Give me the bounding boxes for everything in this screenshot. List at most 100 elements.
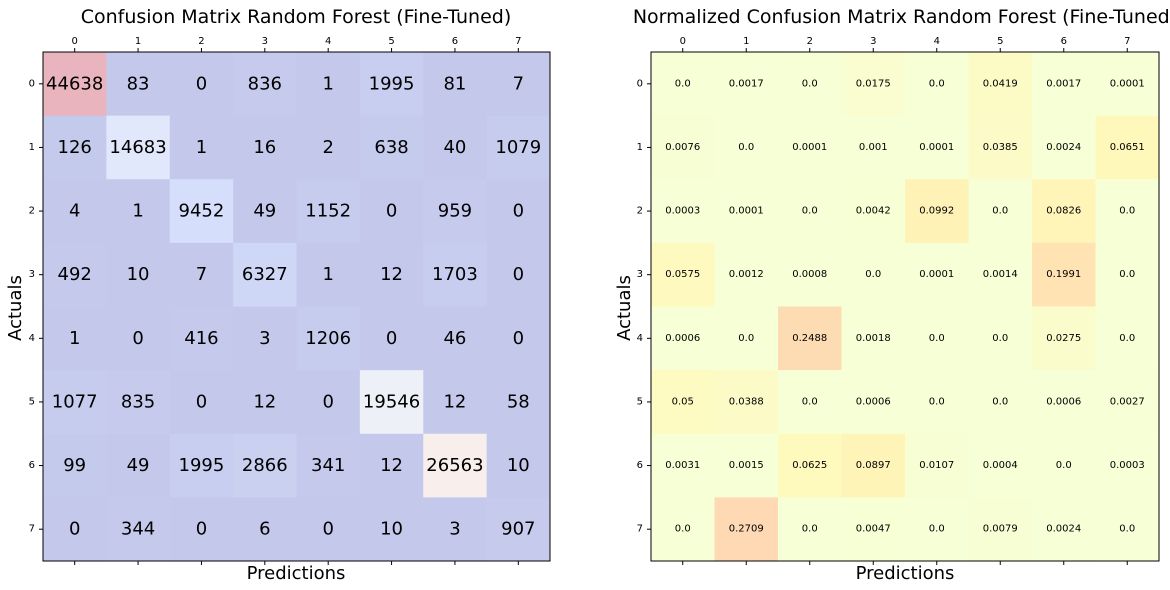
cell-value-label: 0.0 [1119, 524, 1135, 535]
y-tick-label: 5 [637, 396, 643, 407]
cell-value-label: 12 [380, 264, 403, 285]
cell-value-label: 1 [196, 137, 207, 158]
cell-value-label: 0.0031 [665, 460, 700, 471]
heatmap-cell [43, 242, 107, 308]
y-tick-label: 4 [637, 333, 643, 344]
cell-value-label: 3 [259, 328, 270, 349]
heatmap-cell [359, 52, 424, 117]
y-tick-label: 0 [637, 78, 643, 89]
heatmap-cell [359, 242, 424, 308]
heatmap-cell [841, 115, 906, 180]
cell-value-label: 0 [513, 264, 524, 285]
cell-value-label: 6 [259, 519, 270, 540]
heatmap-cell [778, 497, 842, 562]
heatmap-cell [651, 433, 715, 498]
cell-value-label: 0.0006 [856, 396, 891, 407]
cell-value-label: 58 [507, 391, 530, 412]
heatmap-cell [296, 306, 361, 371]
cell-value-label: 81 [443, 73, 466, 94]
y-axis-label: Actuals [614, 275, 635, 341]
cell-value-label: 7 [513, 73, 524, 94]
heatmap-cell [1032, 306, 1096, 371]
x-tick-label: 5 [997, 36, 1003, 47]
cell-value-label: 0.0008 [792, 269, 827, 280]
cell-value-label: 12 [253, 391, 276, 412]
y-tick-label: 2 [637, 206, 643, 217]
normalized-confusion-matrix-panel: Normalized Confusion Matrix Random Fores… [614, 6, 1170, 584]
heatmap-cell [43, 433, 107, 498]
cell-value-label: 0.0042 [856, 206, 891, 217]
heatmap-cell [905, 497, 969, 562]
cell-value-label: 0.0015 [729, 460, 764, 471]
y-tick-label: 0 [29, 78, 35, 89]
y-tick-label: 4 [29, 333, 35, 344]
heatmap-cell [486, 433, 551, 498]
cell-value-label: 0 [196, 391, 207, 412]
cell-value-label: 0 [386, 328, 397, 349]
cell-value-label: 0.0 [738, 142, 754, 153]
heatmap-cell [106, 52, 171, 117]
cell-labels: 0.0 0.0017 0.0 0.0175 0.0 0.0419 0.0017 0.0001 0… [665, 78, 1145, 534]
cell-value-label: 0.2709 [729, 524, 764, 535]
y-tick-label: 1 [637, 142, 643, 153]
heatmap-cell [651, 370, 715, 435]
heatmap-cell [968, 433, 1033, 498]
x-tick-label: 1 [135, 36, 141, 47]
x-tick-label: 3 [262, 36, 268, 47]
cell-value-label: 49 [127, 455, 150, 476]
y-tick-label: 6 [637, 460, 643, 471]
heatmap-cell [169, 52, 234, 117]
heatmap-cell [233, 115, 298, 180]
cell-value-label: 835 [121, 391, 155, 412]
cell-value-label: 44638 [46, 73, 103, 94]
heatmap-cell [905, 433, 969, 498]
x-tick-label: 0 [72, 36, 78, 47]
cell-value-label: 12 [380, 455, 403, 476]
cell-value-label: 0.0076 [665, 142, 700, 153]
x-tick-label: 3 [870, 36, 876, 47]
cell-value-label: 0.0014 [983, 269, 1018, 280]
heatmap-cell [714, 370, 779, 435]
cell-value-label: 46 [443, 328, 466, 349]
heatmap-cell [1032, 497, 1096, 562]
cell-value-label: 0.0006 [665, 333, 700, 344]
plot-frame [42, 51, 551, 562]
cell-value-label: 0.0 [802, 206, 818, 217]
heatmap-cell [296, 242, 361, 308]
cell-value-label: 10 [127, 264, 150, 285]
x-tick-label: 5 [388, 36, 394, 47]
heatmap-cell [296, 497, 361, 562]
heatmap-cell [1032, 370, 1096, 435]
heatmap-cell [905, 242, 969, 308]
x-axis-ticks: 0 1 2 3 4 5 6 7 [680, 36, 1130, 565]
heatmap-cell [233, 52, 298, 117]
y-tick-label: 7 [29, 524, 35, 535]
heatmap-cell [43, 115, 107, 180]
cell-value-label: 1 [322, 264, 333, 285]
heatmap-cell [841, 52, 906, 117]
cell-value-label: 1 [322, 73, 333, 94]
heatmap-cell [423, 52, 488, 117]
heatmap-cell [233, 497, 298, 562]
y-axis-ticks: 0 1 2 3 4 5 6 7 [29, 78, 43, 535]
heatmap-cells [43, 52, 551, 562]
cell-value-label: 0.0018 [856, 333, 891, 344]
cell-value-label: 40 [443, 137, 466, 158]
cell-value-label: 126 [58, 137, 92, 158]
cell-value-label: 0.0 [738, 333, 754, 344]
heatmap-cell [905, 179, 969, 244]
heatmap-cell [714, 115, 779, 180]
heatmap-cell [169, 179, 234, 244]
heatmap-cell [423, 497, 488, 562]
heatmap-cell [1032, 433, 1096, 498]
heatmap-cell [968, 497, 1033, 562]
cell-value-label: 99 [63, 455, 86, 476]
cell-value-label: 416 [184, 328, 218, 349]
heatmap-cell [106, 433, 171, 498]
cell-value-label: 1 [69, 328, 80, 349]
cell-value-label: 9452 [179, 201, 225, 222]
heatmap-cell [43, 370, 107, 435]
chart-title: Confusion Matrix Random Forest (Fine-Tun… [81, 6, 512, 28]
x-tick-label: 4 [325, 36, 331, 47]
heatmap-cell [233, 306, 298, 371]
